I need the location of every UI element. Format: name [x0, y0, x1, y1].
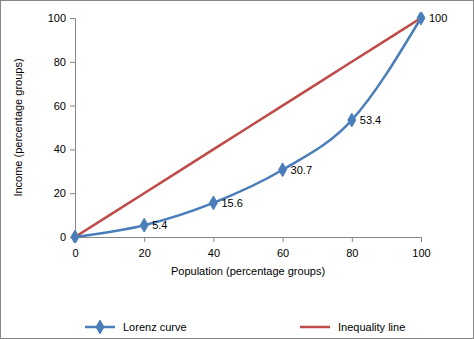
marker [348, 113, 356, 127]
marker [417, 12, 425, 25]
tick-label: 60 [277, 247, 289, 259]
tick-label: 20 [139, 247, 151, 259]
tick: 20 [54, 187, 75, 199]
tick: 100 [48, 12, 75, 24]
tick-label: 100 [412, 247, 430, 259]
data-label: 53.4 [360, 114, 381, 126]
tick-mark [70, 106, 75, 107]
tick-mark [70, 193, 75, 194]
tick-mark [70, 18, 75, 19]
marker [279, 163, 287, 177]
marker [140, 218, 148, 232]
tick: 40 [54, 143, 75, 155]
tick-mark [213, 237, 214, 242]
legend-swatch [300, 326, 330, 329]
series-line [75, 18, 421, 237]
tick: 60 [54, 100, 75, 112]
tick-label: 100 [48, 12, 66, 24]
legend-item: Lorenz curve [85, 320, 187, 334]
data-label: 5.4 [152, 219, 167, 231]
legend-marker [96, 320, 104, 334]
tick: 80 [54, 56, 75, 68]
data-label: 15.6 [221, 197, 242, 209]
tick-mark [70, 62, 75, 63]
tick: 80 [346, 237, 358, 259]
plot: 0 20 40 60 80 100 0 20 40 60 80 100 5.4 15.6 30.7 53.4 1… [48, 11, 448, 259]
tick-mark [70, 149, 75, 150]
y-axis-title: Income (percentage groups) [12, 58, 24, 196]
y-axis: 0 20 40 60 80 100 [48, 12, 76, 243]
tick-mark [421, 237, 422, 242]
x-axis-title: Population (percentage groups) [171, 265, 325, 277]
tick-mark [283, 237, 284, 242]
marker [209, 196, 217, 210]
tick-label: 0 [60, 231, 66, 243]
tick-label: 80 [54, 56, 66, 68]
tick-mark [352, 237, 353, 242]
legend-item: Inequality line [300, 321, 405, 333]
tick-label: 0 [72, 247, 78, 259]
axis-line [76, 238, 422, 243]
axis-line [70, 19, 76, 238]
chart: 0 20 40 60 80 100 0 20 40 60 80 100 5.4 15.6 30.7 53.4 1… [0, 0, 474, 339]
chart-frame [1, 1, 474, 339]
tick: 60 [277, 237, 289, 259]
tick-label: 40 [208, 247, 220, 259]
legend: Lorenz curve Inequality line [85, 320, 405, 334]
tick: 20 [139, 237, 151, 259]
tick-mark [144, 237, 145, 242]
series-line [75, 18, 421, 237]
legend-label: Inequality line [338, 321, 405, 333]
tick-label: 60 [54, 100, 66, 112]
tick-label: 80 [346, 247, 358, 259]
tick-label: 20 [54, 187, 66, 199]
legend-label: Lorenz curve [123, 321, 187, 333]
marker [71, 230, 79, 243]
data-labels: 5.4 15.6 30.7 53.4 100 [152, 12, 447, 231]
tick-label: 40 [54, 143, 66, 155]
tick: 40 [208, 237, 220, 259]
tick: 100 [412, 237, 430, 259]
x-axis: 0 20 40 60 80 100 [72, 237, 430, 259]
data-label: 30.7 [291, 164, 312, 176]
data-label: 100 [429, 12, 447, 24]
series-group [71, 12, 425, 243]
